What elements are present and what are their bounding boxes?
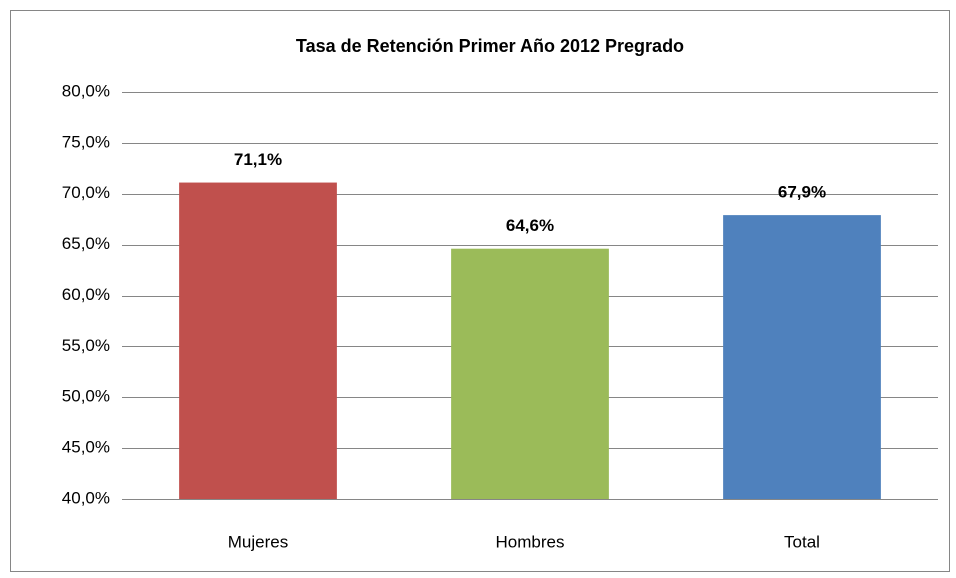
bar <box>179 182 337 499</box>
y-tick-label: 75,0% <box>62 132 110 151</box>
bar <box>451 248 609 499</box>
chart-title: Tasa de Retención Primer Año 2012 Pregra… <box>296 36 684 56</box>
y-tick-label: 70,0% <box>62 183 110 202</box>
y-tick-label: 60,0% <box>62 285 110 304</box>
data-label: 71,1% <box>234 150 282 169</box>
x-tick-label: Hombres <box>496 532 565 551</box>
bar <box>723 215 881 499</box>
data-label: 67,9% <box>778 183 826 202</box>
y-tick-label: 40,0% <box>62 488 110 507</box>
x-tick-label: Total <box>784 532 820 551</box>
data-label: 64,6% <box>506 216 554 235</box>
y-tick-label: 80,0% <box>62 81 110 100</box>
y-tick-label: 50,0% <box>62 387 110 406</box>
y-tick-label: 55,0% <box>62 336 110 355</box>
y-tick-label: 65,0% <box>62 234 110 253</box>
y-tick-label: 45,0% <box>62 438 110 457</box>
x-tick-label: Mujeres <box>228 532 288 551</box>
